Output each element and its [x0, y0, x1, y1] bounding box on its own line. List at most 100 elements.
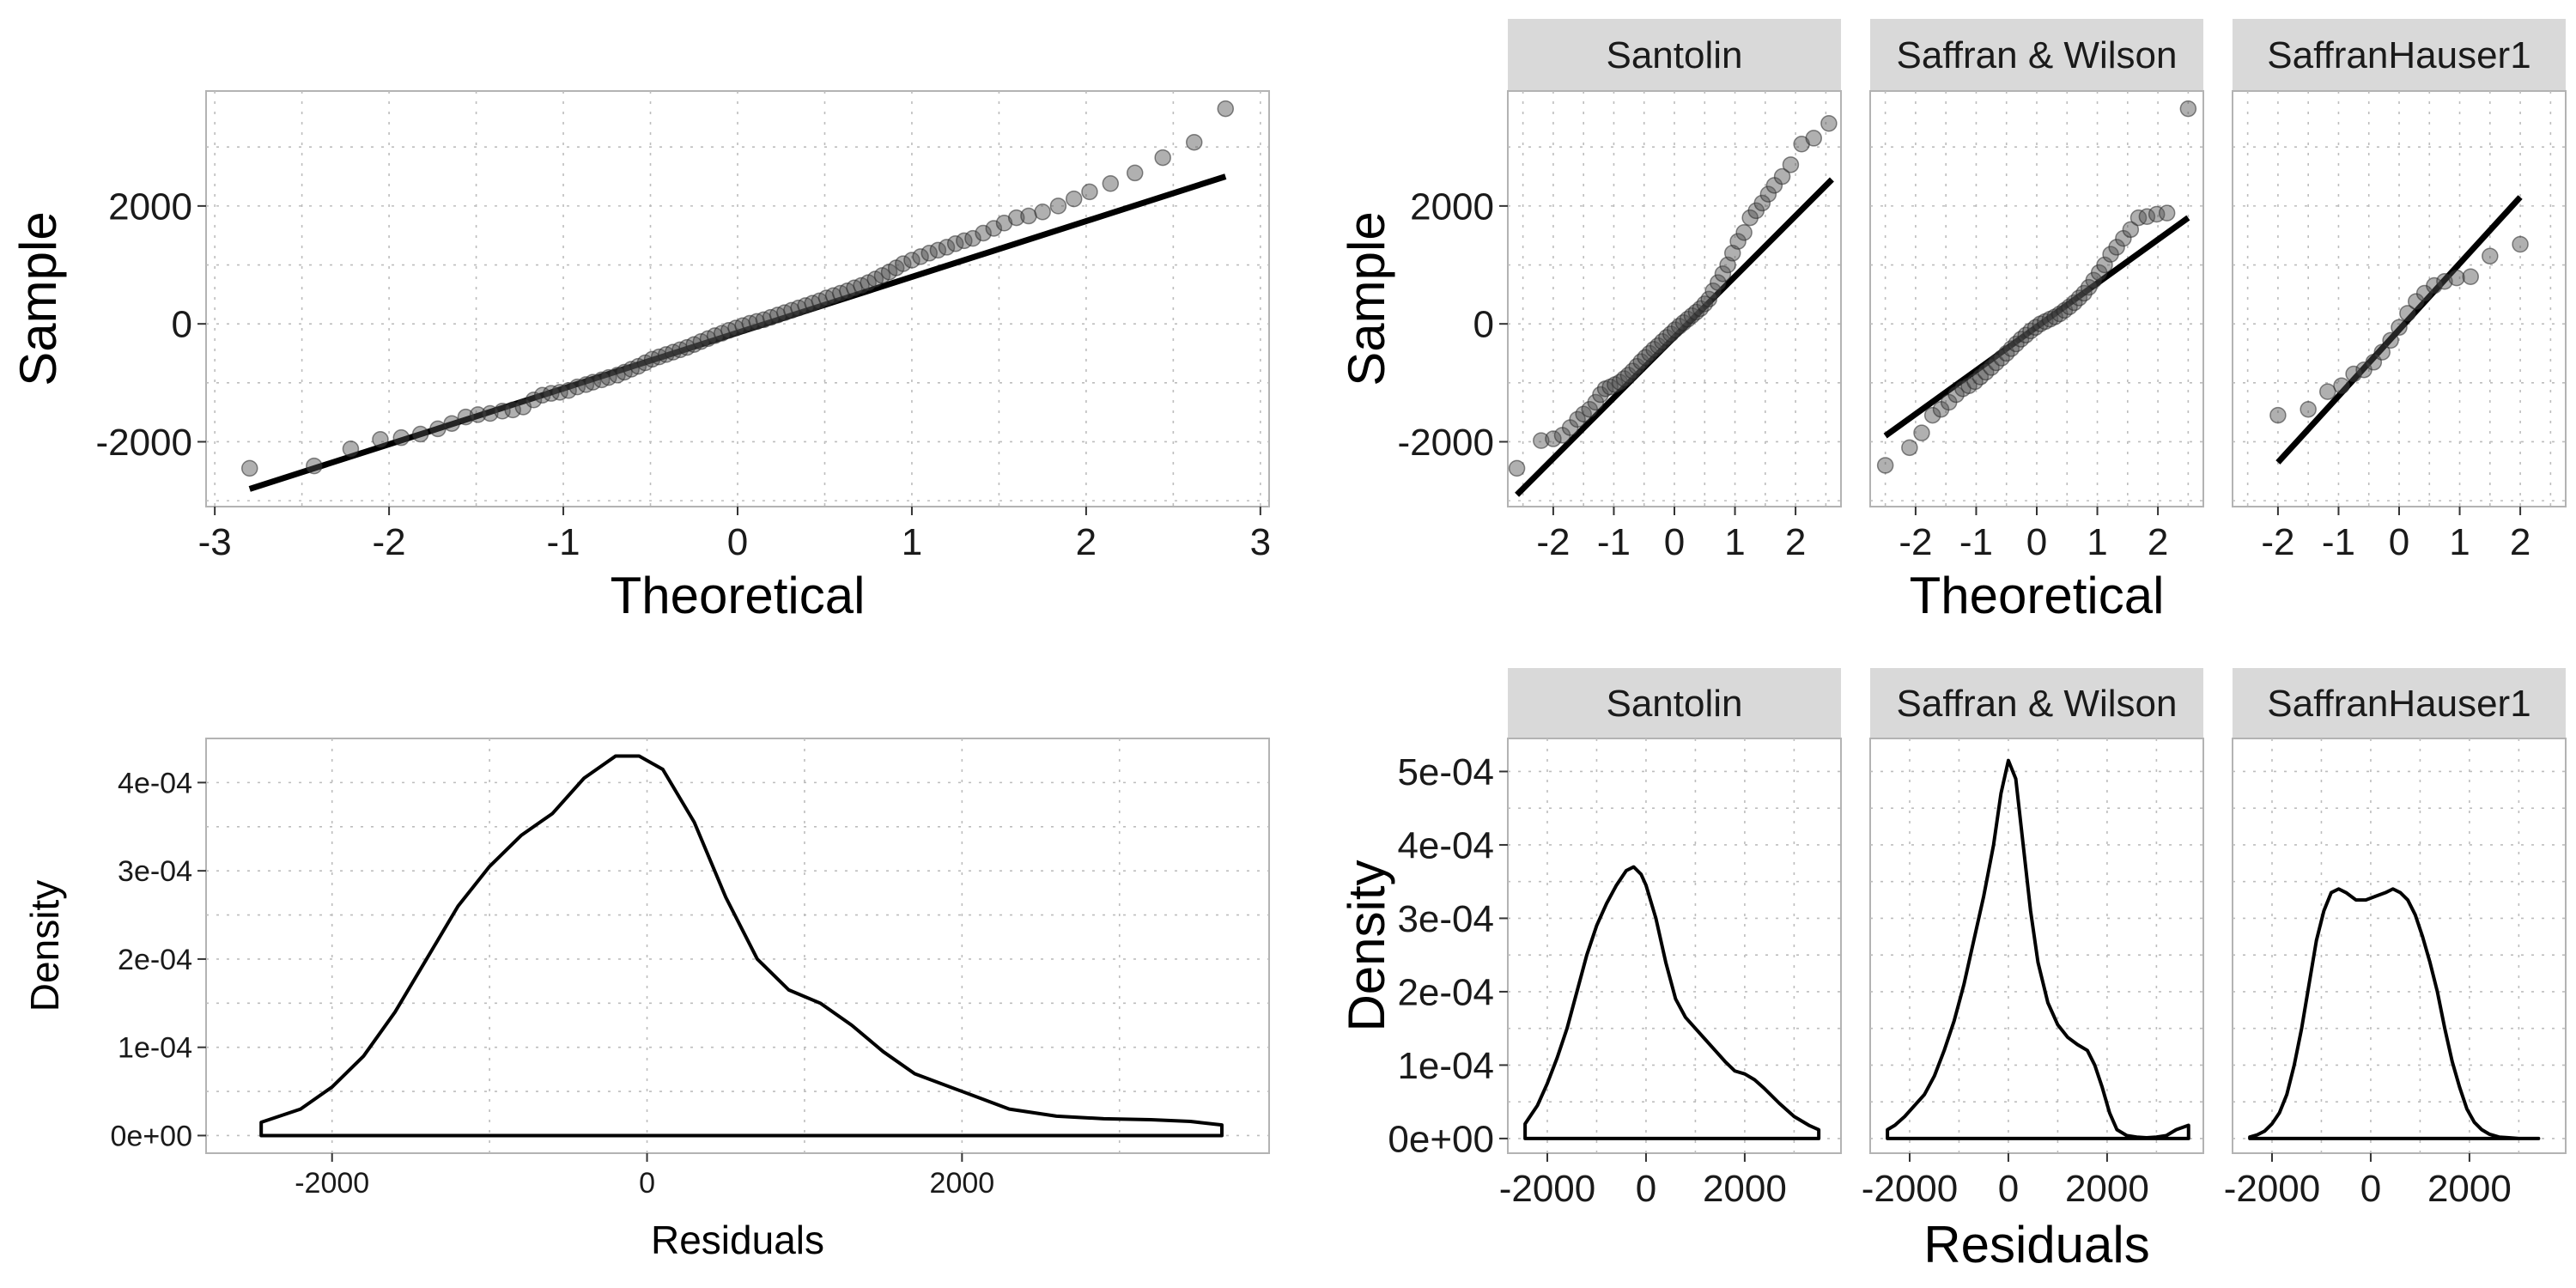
x-tick-label: 2000 — [2427, 1168, 2512, 1210]
qq-point — [306, 457, 323, 475]
density-plot-by-study: Santolin -2000 0 2000 0e+00 1e-04 2e-04 3e-04 4e… — [1338, 668, 2567, 1273]
qq-point — [525, 391, 543, 409]
qq-point — [342, 440, 360, 458]
qq-point — [975, 224, 992, 242]
qq-point — [392, 428, 410, 447]
x-tick-label: -2000 — [295, 1167, 369, 1200]
qq-point — [469, 406, 487, 423]
qq-point — [2462, 268, 2479, 286]
qq-point — [2482, 247, 2499, 264]
qq-point — [938, 239, 956, 256]
facet-strip — [1508, 19, 1841, 91]
facet-strip-label: Saffran & Wilson — [1897, 34, 2178, 76]
qq-reference-line — [2275, 195, 2523, 465]
y-tick-label: 2000 — [108, 185, 192, 228]
qq-point — [2108, 239, 2125, 256]
qq-point — [2391, 319, 2408, 337]
qq-point — [443, 415, 460, 432]
qq-point — [1704, 282, 1722, 300]
qq-point — [1735, 224, 1753, 241]
qq-point — [2138, 208, 2156, 225]
y-tick-label: 2e-04 — [118, 944, 192, 976]
qq-point — [1154, 149, 1171, 167]
qq-point — [1714, 265, 1732, 283]
y-tick-label: 1e-04 — [1397, 1045, 1494, 1087]
density-curve — [1523, 865, 1821, 1140]
x-tick-label: 0 — [1998, 1168, 2019, 1210]
y-axis-title: Density — [1338, 860, 1395, 1031]
qq-point — [2426, 276, 2443, 295]
x-tick-label: 2000 — [930, 1167, 995, 1200]
x-tick-label: 2 — [1076, 521, 1097, 563]
facet-strip-label: SaffranHauser1 — [2267, 683, 2530, 725]
qq-point — [1753, 194, 1771, 212]
x-tick-label: 0 — [639, 1167, 655, 1200]
qq-point — [1185, 133, 1203, 151]
y-tick-label: 5e-04 — [1397, 751, 1494, 793]
x-tick-label: 1 — [902, 521, 922, 563]
y-tick-label: 2e-04 — [1397, 971, 1494, 1013]
qq-point — [1126, 164, 1144, 182]
qq-point — [543, 385, 560, 402]
facet-strip — [2233, 19, 2566, 91]
x-axis-title: Residuals — [1923, 1216, 2149, 1273]
x-tick-label: 1 — [2449, 521, 2470, 563]
x-axis-title: Theoretical — [1910, 567, 2165, 624]
qq-point — [1700, 290, 1717, 308]
qq-point — [240, 459, 258, 477]
qq-point — [995, 215, 1013, 232]
facet-strip-label: Santolin — [1606, 34, 1742, 76]
density-curve — [1886, 758, 2190, 1140]
x-tick-label: 2 — [1785, 521, 1806, 563]
qq-point — [411, 425, 429, 443]
qq-point — [372, 430, 389, 448]
facet-strip-label: SaffranHauser1 — [2267, 34, 2530, 76]
qq-point — [1805, 130, 1823, 147]
qq-point — [2096, 256, 2113, 274]
y-tick-label: 0 — [1473, 304, 1494, 346]
qq-reference-line — [248, 173, 1227, 492]
qq-point — [1729, 233, 1747, 250]
qq-point — [2300, 400, 2317, 418]
facet-strip — [1870, 668, 2203, 738]
qq-point — [1759, 185, 1777, 203]
qq-point — [2269, 406, 2287, 424]
qq-plot-pooled: -3 -2 -1 0 1 2 3 -2000 0 2000 Theoretical Sample — [9, 90, 1271, 624]
y-tick-label: 2000 — [1410, 185, 1494, 228]
qq-point — [2373, 343, 2391, 361]
qq-point — [2345, 365, 2362, 383]
x-tick-label: -1 — [1597, 521, 1631, 563]
qq-point — [1102, 175, 1120, 192]
y-tick-label: 0e+00 — [1388, 1118, 1494, 1160]
qq-point — [429, 420, 447, 438]
qq-point — [1923, 406, 1941, 424]
qq-point — [912, 248, 929, 265]
qq-point — [1020, 207, 1037, 225]
x-tick-label: 0 — [2360, 1168, 2381, 1210]
facet-strip — [2233, 668, 2566, 738]
qq-point — [2319, 383, 2336, 400]
qq-point — [1533, 432, 1550, 449]
y-axis-title: Sample — [1338, 211, 1395, 386]
qq-point — [964, 229, 981, 247]
qq-facet-panel: SaffranHauser1 -2 -1 0 1 2 — [2232, 19, 2567, 563]
x-axis-title: Theoretical — [611, 567, 866, 624]
qq-facet-panel: Saffran & Wilson -2 -1 0 1 2 — [1869, 19, 2204, 563]
x-tick-label: 0 — [727, 521, 748, 563]
y-axis-title: Sample — [9, 211, 67, 386]
x-tick-label: 0 — [2026, 521, 2047, 563]
x-tick-label: -1 — [2322, 521, 2355, 563]
qq-point — [2448, 269, 2465, 287]
qq-point — [1983, 359, 2000, 376]
y-tick-label: 0 — [172, 304, 192, 346]
qq-point — [482, 404, 499, 422]
qq-point — [2333, 377, 2350, 395]
qq-point — [1947, 386, 1965, 404]
qq-point — [1820, 115, 1838, 132]
qq-point — [2122, 221, 2140, 239]
x-tick-label: -2 — [373, 521, 406, 563]
qq-point — [1773, 167, 1791, 185]
y-tick-label: 3e-04 — [1397, 898, 1494, 940]
x-tick-label: 0 — [1664, 521, 1685, 563]
